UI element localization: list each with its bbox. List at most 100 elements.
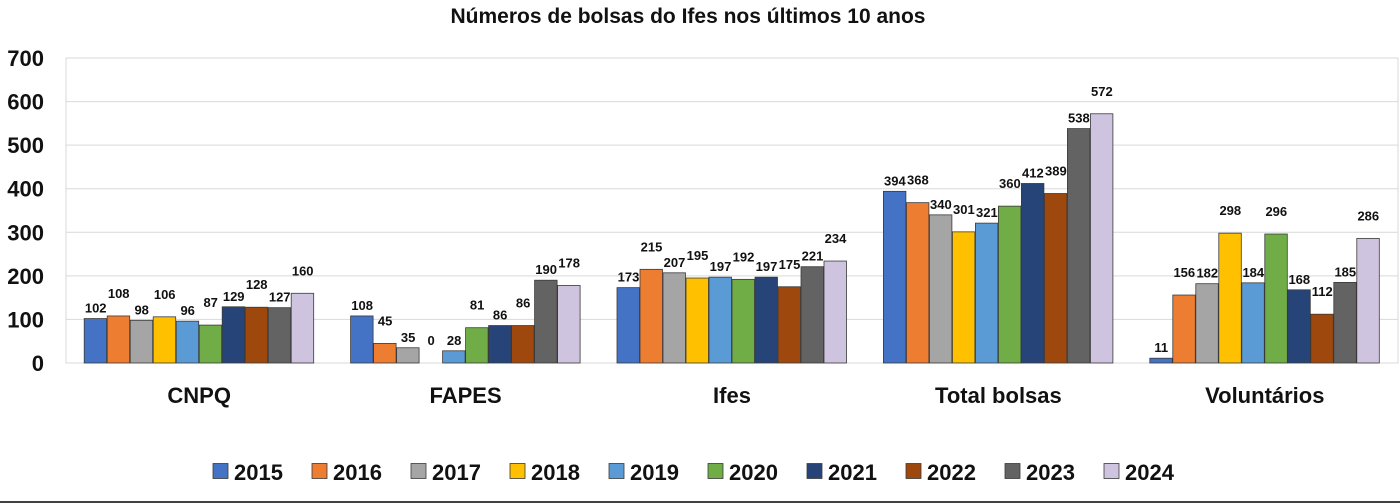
data-label: 11	[1154, 340, 1168, 355]
data-label: 160	[292, 263, 314, 278]
data-label: 108	[108, 286, 130, 301]
data-label: 86	[493, 308, 507, 323]
data-label: 190	[535, 262, 557, 277]
bar-fapes-2017	[396, 347, 420, 364]
data-label: 184	[1242, 265, 1264, 280]
bar-volunt-rios-2016	[1172, 294, 1196, 364]
data-label: 215	[641, 239, 663, 254]
bar-volunt-rios-2015	[1149, 357, 1173, 364]
bar-fapes-2023	[534, 279, 558, 364]
y-tick-label: 400	[7, 177, 44, 202]
data-label: 96	[180, 303, 194, 318]
data-label: 156	[1173, 265, 1195, 280]
bar-fapes-2016	[373, 342, 397, 364]
legend: 2015 2016 2017 2018 2019 2020 2021 2022 2023 2024	[212, 460, 1175, 485]
data-label: 538	[1068, 111, 1090, 126]
data-label: 234	[825, 231, 847, 246]
legend-swatch-2017	[410, 463, 427, 479]
data-label: 175	[779, 257, 801, 272]
data-label: 127	[269, 290, 291, 305]
bar-fapes-2015	[350, 315, 374, 364]
bar-cnpq-2024	[290, 292, 315, 364]
data-label: 360	[999, 176, 1021, 191]
data-label: 129	[223, 289, 245, 304]
bar-volunt-rios-2020	[1264, 233, 1288, 364]
bar-volunt-rios-2022	[1310, 313, 1334, 364]
data-label: 296	[1265, 204, 1287, 219]
bar-total-bolsas-2023	[1067, 128, 1091, 364]
data-label: 98	[134, 302, 148, 317]
y-tick-label: 700	[7, 46, 44, 71]
bar-cnpq-2021	[221, 306, 246, 364]
legend-label: 2021	[828, 460, 877, 485]
bar-volunt-rios-2019	[1241, 282, 1265, 364]
data-label: 394	[884, 173, 906, 188]
category-label: Voluntários	[1205, 383, 1324, 408]
bar-fapes-2021	[488, 325, 512, 364]
bar-volunt-rios-2021	[1287, 289, 1311, 364]
bar-volunt-rios-2023	[1333, 281, 1357, 364]
bar-cnpq-2017	[129, 319, 154, 364]
bar-volunt-rios-2024	[1356, 237, 1380, 364]
bar-ifes-2018	[685, 277, 709, 364]
bar-total-bolsas-2019	[975, 222, 999, 364]
data-label: 221	[802, 249, 824, 264]
data-label: 112	[1312, 284, 1333, 299]
legend-swatch-2019	[608, 463, 625, 479]
category-label: Ifes	[713, 383, 751, 408]
y-axis-ticks: 0 100 200 300 400 500 600 700	[7, 46, 44, 376]
data-label: 102	[85, 301, 107, 316]
bar-ifes-2023	[800, 266, 824, 364]
data-label: 197	[756, 259, 778, 274]
y-tick-label: 200	[7, 264, 44, 289]
legend-swatch-2023	[1004, 463, 1021, 479]
legend-label: 2022	[927, 460, 976, 485]
data-label: 286	[1357, 208, 1379, 223]
data-label: 572	[1091, 84, 1113, 99]
category-label: FAPES	[430, 383, 502, 408]
bar-cnpq-2020	[198, 324, 223, 364]
data-label: 197	[710, 259, 732, 274]
data-label: 321	[976, 205, 998, 220]
data-label: 87	[203, 295, 217, 310]
bar-total-bolsas-2016	[906, 202, 930, 364]
bar-cnpq-2015	[83, 318, 108, 364]
data-label: 86	[516, 296, 530, 311]
legend-label: 2015	[234, 460, 283, 485]
bar-fapes-2020	[465, 327, 489, 364]
bar-total-bolsas-2024	[1090, 113, 1114, 364]
bar-ifes-2016	[639, 268, 663, 364]
y-tick-label: 500	[7, 133, 44, 158]
bar-total-bolsas-2015	[883, 190, 907, 364]
legend-swatch-2022	[905, 463, 922, 479]
data-label: 108	[351, 298, 373, 313]
bar-ifes-2021	[754, 276, 778, 364]
bar-cnpq-2016	[106, 315, 131, 364]
bar-cnpq-2019	[175, 320, 200, 364]
data-label: 128	[246, 277, 268, 292]
bar-fapes-2019	[442, 350, 466, 364]
legend-swatch-2018	[509, 463, 526, 479]
data-label: 0	[427, 333, 434, 348]
bar-volunt-rios-2018	[1218, 232, 1242, 364]
data-label: 182	[1196, 266, 1218, 281]
y-tick-label: 300	[7, 220, 44, 245]
data-label: 106	[154, 287, 176, 302]
y-tick-label: 100	[7, 307, 44, 332]
bar-cnpq-2018	[152, 316, 177, 364]
data-label: 368	[907, 173, 929, 188]
bar-ifes-2019	[708, 276, 732, 364]
bar-total-bolsas-2018	[952, 231, 976, 364]
data-label: 35	[401, 330, 415, 345]
chart-title: Números de bolsas do Ifes nos últimos 10…	[451, 5, 926, 28]
bar-total-bolsas-2022	[1044, 193, 1068, 364]
data-label: 301	[953, 202, 975, 217]
legend-swatch-2021	[806, 463, 823, 479]
data-label: 412	[1022, 165, 1044, 180]
bar-total-bolsas-2020	[998, 205, 1022, 364]
bar-ifes-2022	[777, 286, 801, 364]
data-label: 195	[687, 248, 709, 263]
data-label: 340	[930, 197, 952, 212]
